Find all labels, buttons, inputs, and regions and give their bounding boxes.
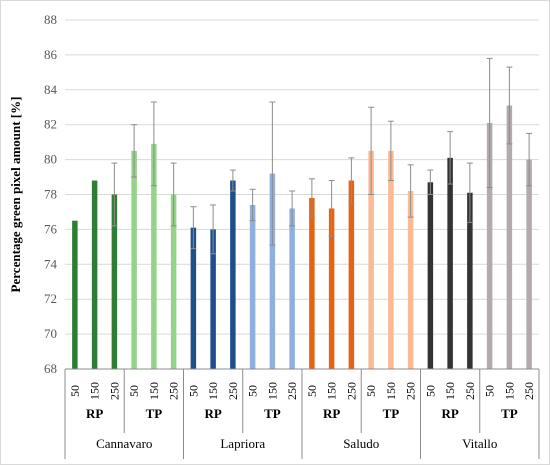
x-tick-label: 150 xyxy=(443,382,457,400)
bar xyxy=(348,180,355,369)
x-tick-label: 250 xyxy=(285,382,299,400)
cultivar-label: Lapriora xyxy=(220,436,265,451)
treatment-label: RP xyxy=(86,406,103,421)
bar xyxy=(447,157,453,369)
treatment-label: RP xyxy=(204,406,221,421)
y-tick-label: 84 xyxy=(44,82,58,97)
y-axis-label: Percentage green pixel amount [%] xyxy=(8,97,23,293)
y-tick-label: 78 xyxy=(44,187,57,202)
bar xyxy=(289,208,295,369)
bar xyxy=(388,150,394,369)
x-tick-label: 150 xyxy=(384,382,398,400)
bar xyxy=(427,182,434,369)
cultivar-label: Vitallo xyxy=(462,436,497,451)
treatment-label: RP xyxy=(441,406,458,421)
y-tick-label: 70 xyxy=(44,326,57,341)
bar xyxy=(210,229,216,369)
bar xyxy=(72,220,78,369)
bar xyxy=(309,197,315,369)
y-tick-label: 88 xyxy=(44,12,57,27)
y-tick-label: 68 xyxy=(44,361,57,376)
x-tick-label: 250 xyxy=(344,382,358,400)
bar xyxy=(368,150,374,369)
x-tick-label: 150 xyxy=(502,382,516,400)
treatment-label: TP xyxy=(383,406,400,421)
x-tick-label: 50 xyxy=(423,385,437,397)
x-tick-label: 50 xyxy=(127,385,141,397)
bar xyxy=(467,192,473,369)
bar xyxy=(328,208,335,369)
bar xyxy=(111,194,118,369)
x-tick-label: 50 xyxy=(246,385,260,397)
y-tick-label: 86 xyxy=(44,47,58,62)
bar xyxy=(526,159,532,369)
y-tick-label: 80 xyxy=(44,152,57,167)
x-tick-label: 250 xyxy=(107,382,121,400)
x-tick-label: 250 xyxy=(167,382,181,400)
x-tick-label: 150 xyxy=(206,382,220,400)
y-tick-label: 72 xyxy=(44,291,57,306)
x-tick-label: 250 xyxy=(463,382,477,400)
bar xyxy=(190,227,197,369)
x-tick-label: 250 xyxy=(522,382,536,400)
treatment-label: TP xyxy=(501,406,518,421)
x-tick-label: 50 xyxy=(186,385,200,397)
treatment-label: TP xyxy=(264,406,281,421)
bar xyxy=(486,122,493,369)
x-tick-label: 50 xyxy=(305,385,319,397)
x-tick-label: 150 xyxy=(265,382,279,400)
bar xyxy=(151,143,157,369)
x-tick-label: 250 xyxy=(404,382,418,400)
y-tick-label: 82 xyxy=(44,117,57,132)
bar xyxy=(269,173,276,369)
bar xyxy=(91,180,98,369)
treatment-label: TP xyxy=(146,406,163,421)
bar xyxy=(230,180,236,369)
x-tick-label: 150 xyxy=(147,382,161,400)
bar xyxy=(170,194,177,369)
y-tick-label: 74 xyxy=(44,256,58,271)
x-tick-label: 150 xyxy=(88,382,102,400)
bar xyxy=(131,150,137,369)
bar xyxy=(506,105,513,369)
bar xyxy=(407,191,414,369)
y-tick-label: 76 xyxy=(44,221,58,236)
bar xyxy=(249,204,256,369)
x-tick-label: 50 xyxy=(68,385,82,397)
x-tick-label: 50 xyxy=(483,385,497,397)
x-tick-label: 250 xyxy=(226,382,240,400)
cultivar-label: Cannavaro xyxy=(96,436,152,451)
cultivar-label: Saludo xyxy=(343,436,379,451)
x-tick-label: 150 xyxy=(325,382,339,400)
treatment-label: RP xyxy=(323,406,340,421)
x-tick-label: 50 xyxy=(364,385,378,397)
